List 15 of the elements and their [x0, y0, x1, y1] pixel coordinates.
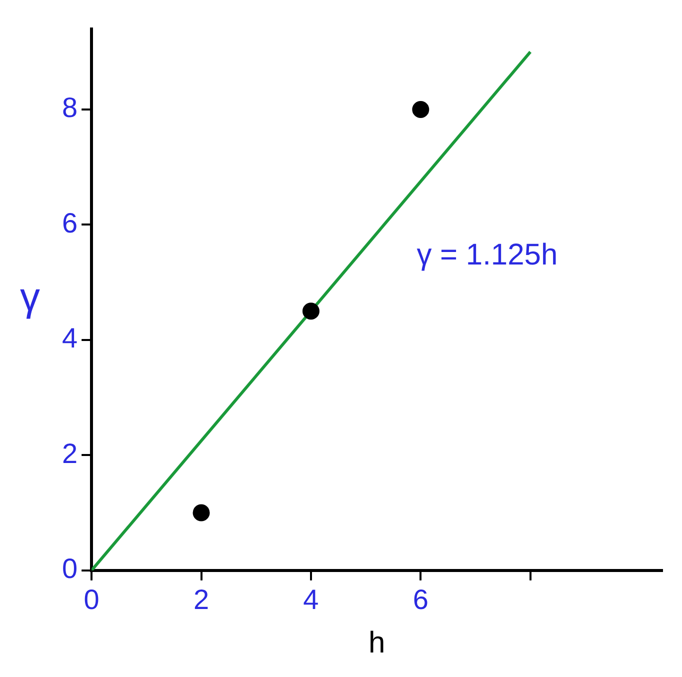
y-tick-label: 4: [62, 322, 78, 354]
x-tick-label: 0: [84, 584, 100, 615]
y-tick-label: 0: [62, 553, 78, 584]
point: [192, 504, 210, 522]
y-tick-label: 8: [62, 92, 78, 124]
x-tick-label: 4: [303, 584, 319, 615]
point: [412, 100, 430, 118]
point: [302, 302, 320, 320]
annotation: γ = 1.125h: [416, 238, 558, 272]
x-tick-label: 6: [412, 584, 428, 615]
y-tick-label: 2: [62, 438, 78, 469]
x-axis-title: h: [368, 626, 386, 660]
x-tick-label: 2: [193, 584, 210, 615]
y-axis-title: γ: [20, 276, 40, 320]
y-tick-label: 6: [62, 207, 78, 238]
